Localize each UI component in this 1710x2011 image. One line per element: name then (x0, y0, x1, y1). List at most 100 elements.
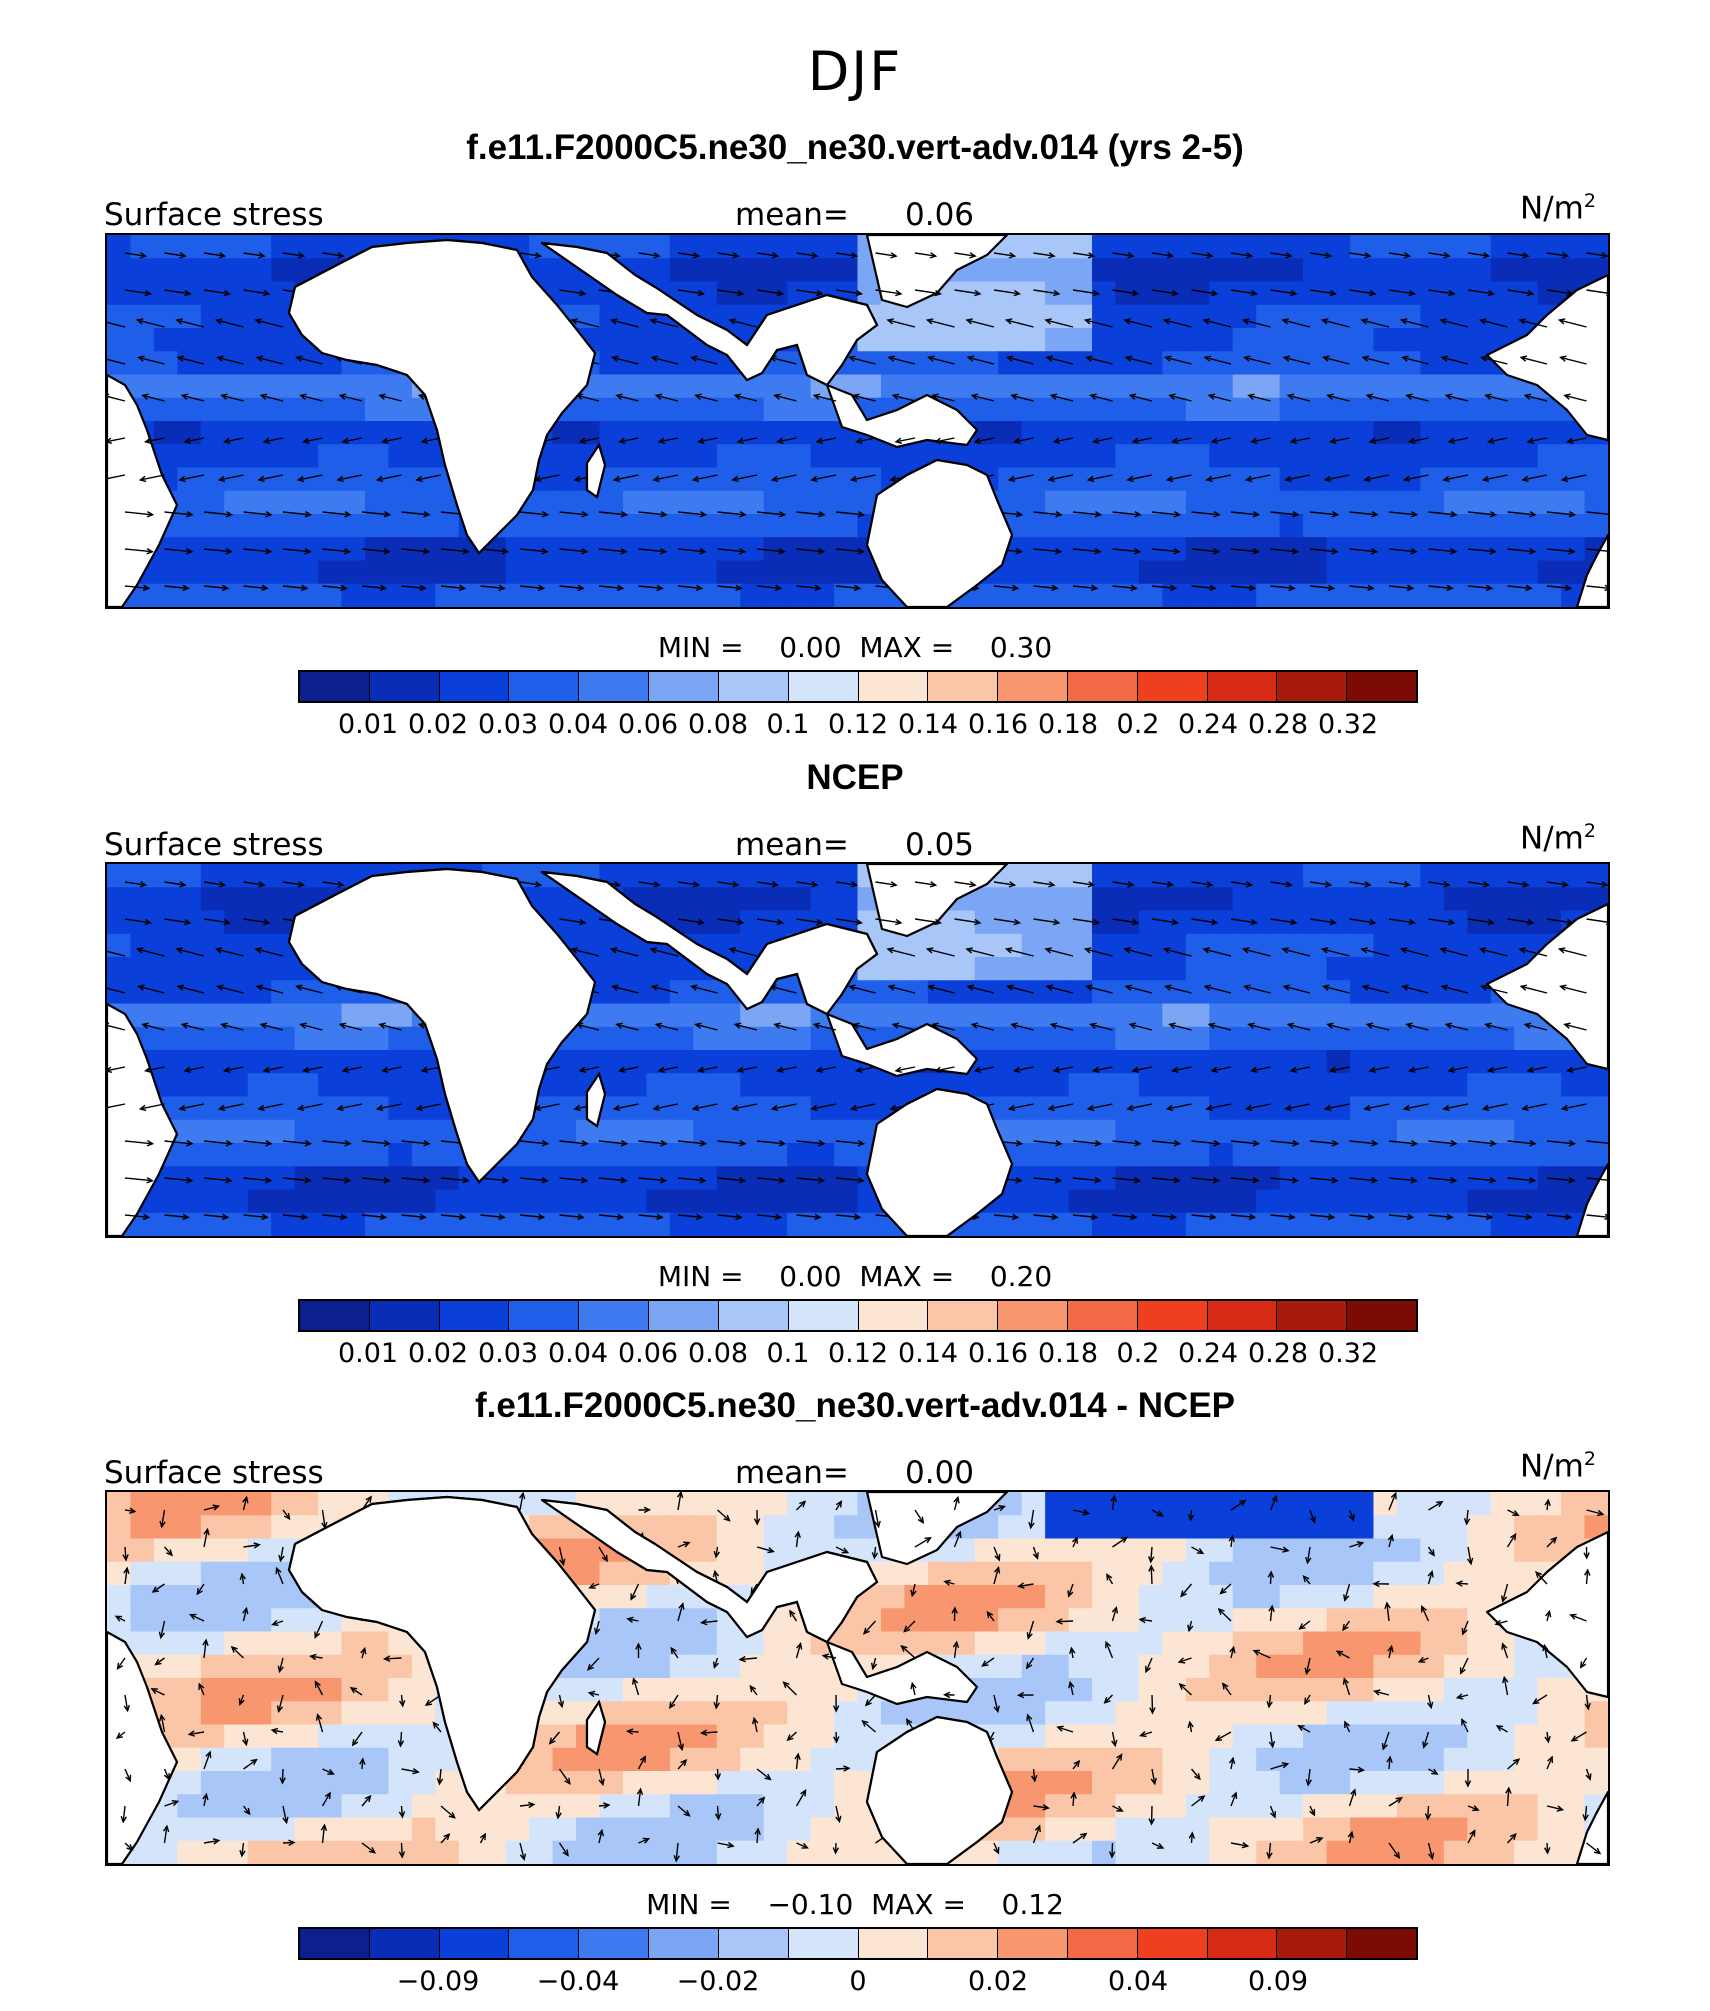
panel-1-mean-label: mean= (735, 197, 849, 233)
colorbar-swatch (858, 1301, 929, 1330)
panel-3-colorbar-ticks: −0.09 −0.04 −0.02 0 0.02 0.04 0.09 (298, 1966, 1418, 1997)
panel-3-field-label: Surface stress (104, 1455, 324, 1491)
colorbar-swatch (509, 1301, 580, 1330)
colorbar-tick-label: −0.09 (396, 1966, 480, 1997)
panel-1-field-label: Surface stress (104, 197, 324, 233)
colorbar-tick-label: 0.04 (1107, 1966, 1169, 1997)
colorbar-tick-label: 0.06 (617, 709, 679, 740)
panel-1-colorbar (298, 670, 1418, 703)
colorbar-swatch (509, 1929, 580, 1958)
colorbar-tick-label: −0.04 (536, 1966, 620, 1997)
colorbar-swatch (1137, 672, 1208, 701)
colorbar-swatch (998, 1301, 1068, 1330)
colorbar-swatch (788, 1301, 859, 1330)
panel-2-mean-label: mean= (735, 827, 849, 863)
colorbar-swatch (439, 1301, 510, 1330)
panel-1-colorbar-ticks: 0.01 0.02 0.03 0.04 0.06 0.08 0.1 0.12 0.14 0.16 0… (298, 709, 1418, 740)
panel-3-units: N/m2 (1520, 1448, 1596, 1485)
colorbar-swatch (1347, 1929, 1416, 1958)
colorbar-swatch (579, 1301, 650, 1330)
colorbar-tick-label: 0.28 (1247, 1338, 1309, 1369)
colorbar-swatch (718, 1301, 789, 1330)
colorbar-swatch (300, 1301, 370, 1330)
colorbar-swatch (509, 672, 580, 701)
figure-title: DJF (807, 40, 903, 103)
colorbar-tick-label: 0.1 (766, 709, 810, 740)
colorbar-swatch (928, 672, 999, 701)
colorbar-swatch (369, 1929, 440, 1958)
colorbar-swatch (928, 1929, 999, 1958)
colorbar-swatch (858, 672, 929, 701)
colorbar-tick-label: 0.32 (1317, 709, 1379, 740)
panel-2-field-label: Surface stress (104, 827, 324, 863)
colorbar-tick-label: 0.02 (967, 1966, 1029, 1997)
colorbar-tick-label: 0.03 (477, 709, 539, 740)
panel-3-colorbar (298, 1927, 1418, 1960)
colorbar-swatch (718, 1929, 789, 1958)
colorbar-tick-label: 0.1 (766, 1338, 810, 1369)
panel-3-map (105, 1490, 1610, 1866)
colorbar-swatch (858, 1929, 929, 1958)
panel-1-units: N/m2 (1520, 190, 1596, 227)
colorbar-swatch (300, 1929, 370, 1958)
colorbar-tick-label: 0.16 (967, 709, 1029, 740)
colorbar-swatch (579, 1929, 650, 1958)
colorbar-tick-label: 0.08 (687, 1338, 749, 1369)
colorbar-tick-label: 0.28 (1247, 709, 1309, 740)
colorbar-tick-label: 0.01 (337, 709, 399, 740)
colorbar-tick-label: 0.14 (897, 709, 959, 740)
panel-2-colorbar (298, 1299, 1418, 1332)
colorbar-tick-label: 0.12 (827, 709, 889, 740)
colorbar-tick-label: 0.18 (1037, 1338, 1099, 1369)
colorbar-tick-label: 0.24 (1177, 709, 1239, 740)
colorbar-tick-label: 0 (849, 1966, 867, 1997)
colorbar-tick-label: 0.14 (897, 1338, 959, 1369)
panel-2-mean-value: 0.05 (905, 827, 975, 863)
colorbar-swatch (1137, 1301, 1208, 1330)
panel-2-colorbar-ticks: 0.01 0.02 0.03 0.04 0.06 0.08 0.1 0.12 0.14 0.16 0… (298, 1338, 1418, 1369)
colorbar-swatch (1067, 672, 1138, 701)
colorbar-tick-label: 0.08 (687, 709, 749, 740)
colorbar-tick-label: 0.01 (337, 1338, 399, 1369)
colorbar-tick-label: 0.02 (407, 709, 469, 740)
colorbar-swatch (998, 672, 1068, 701)
colorbar-tick-label: 0.24 (1177, 1338, 1239, 1369)
colorbar-swatch (1347, 672, 1416, 701)
colorbar-swatch (998, 1929, 1068, 1958)
colorbar-swatch (1137, 1929, 1208, 1958)
colorbar-swatch (1277, 672, 1348, 701)
colorbar-swatch (649, 672, 719, 701)
colorbar-swatch (788, 672, 859, 701)
panel-3-mean-label: mean= (735, 1455, 849, 1491)
colorbar-swatch (649, 1301, 719, 1330)
colorbar-tick-label: 0.2 (1116, 709, 1160, 740)
colorbar-tick-label: 0.09 (1247, 1966, 1309, 1997)
panel-2-minmax: MIN = 0.00 MAX = 0.20 (657, 1260, 1053, 1293)
colorbar-swatch (1347, 1301, 1416, 1330)
panel-3-minmax: MIN = −0.10 MAX = 0.12 (646, 1888, 1064, 1921)
colorbar-swatch (1067, 1929, 1138, 1958)
panel-2-map (105, 862, 1610, 1238)
colorbar-tick-label: 0.04 (547, 1338, 609, 1369)
colorbar-swatch (788, 1929, 859, 1958)
colorbar-swatch (579, 672, 650, 701)
colorbar-tick-label: 0.16 (967, 1338, 1029, 1369)
colorbar-swatch (1207, 1929, 1278, 1958)
colorbar-swatch (300, 672, 370, 701)
colorbar-tick-label: 0.02 (407, 1338, 469, 1369)
colorbar-swatch (1277, 1301, 1348, 1330)
colorbar-swatch (369, 672, 440, 701)
colorbar-tick-label: 0.2 (1116, 1338, 1160, 1369)
colorbar-swatch (1277, 1929, 1348, 1958)
colorbar-tick-label: 0.18 (1037, 709, 1099, 740)
panel-1-title: f.e11.F2000C5.ne30_ne30.vert-adv.014 (yr… (466, 128, 1244, 167)
panel-1-minmax: MIN = 0.00 MAX = 0.30 (657, 631, 1053, 664)
colorbar-swatch (439, 672, 510, 701)
colorbar-swatch (928, 1301, 999, 1330)
colorbar-swatch (718, 672, 789, 701)
panel-3-mean-value: 0.00 (905, 1455, 975, 1491)
panel-2-title: NCEP (806, 758, 904, 797)
colorbar-swatch (439, 1929, 510, 1958)
colorbar-swatch (1207, 672, 1278, 701)
colorbar-swatch (649, 1929, 719, 1958)
